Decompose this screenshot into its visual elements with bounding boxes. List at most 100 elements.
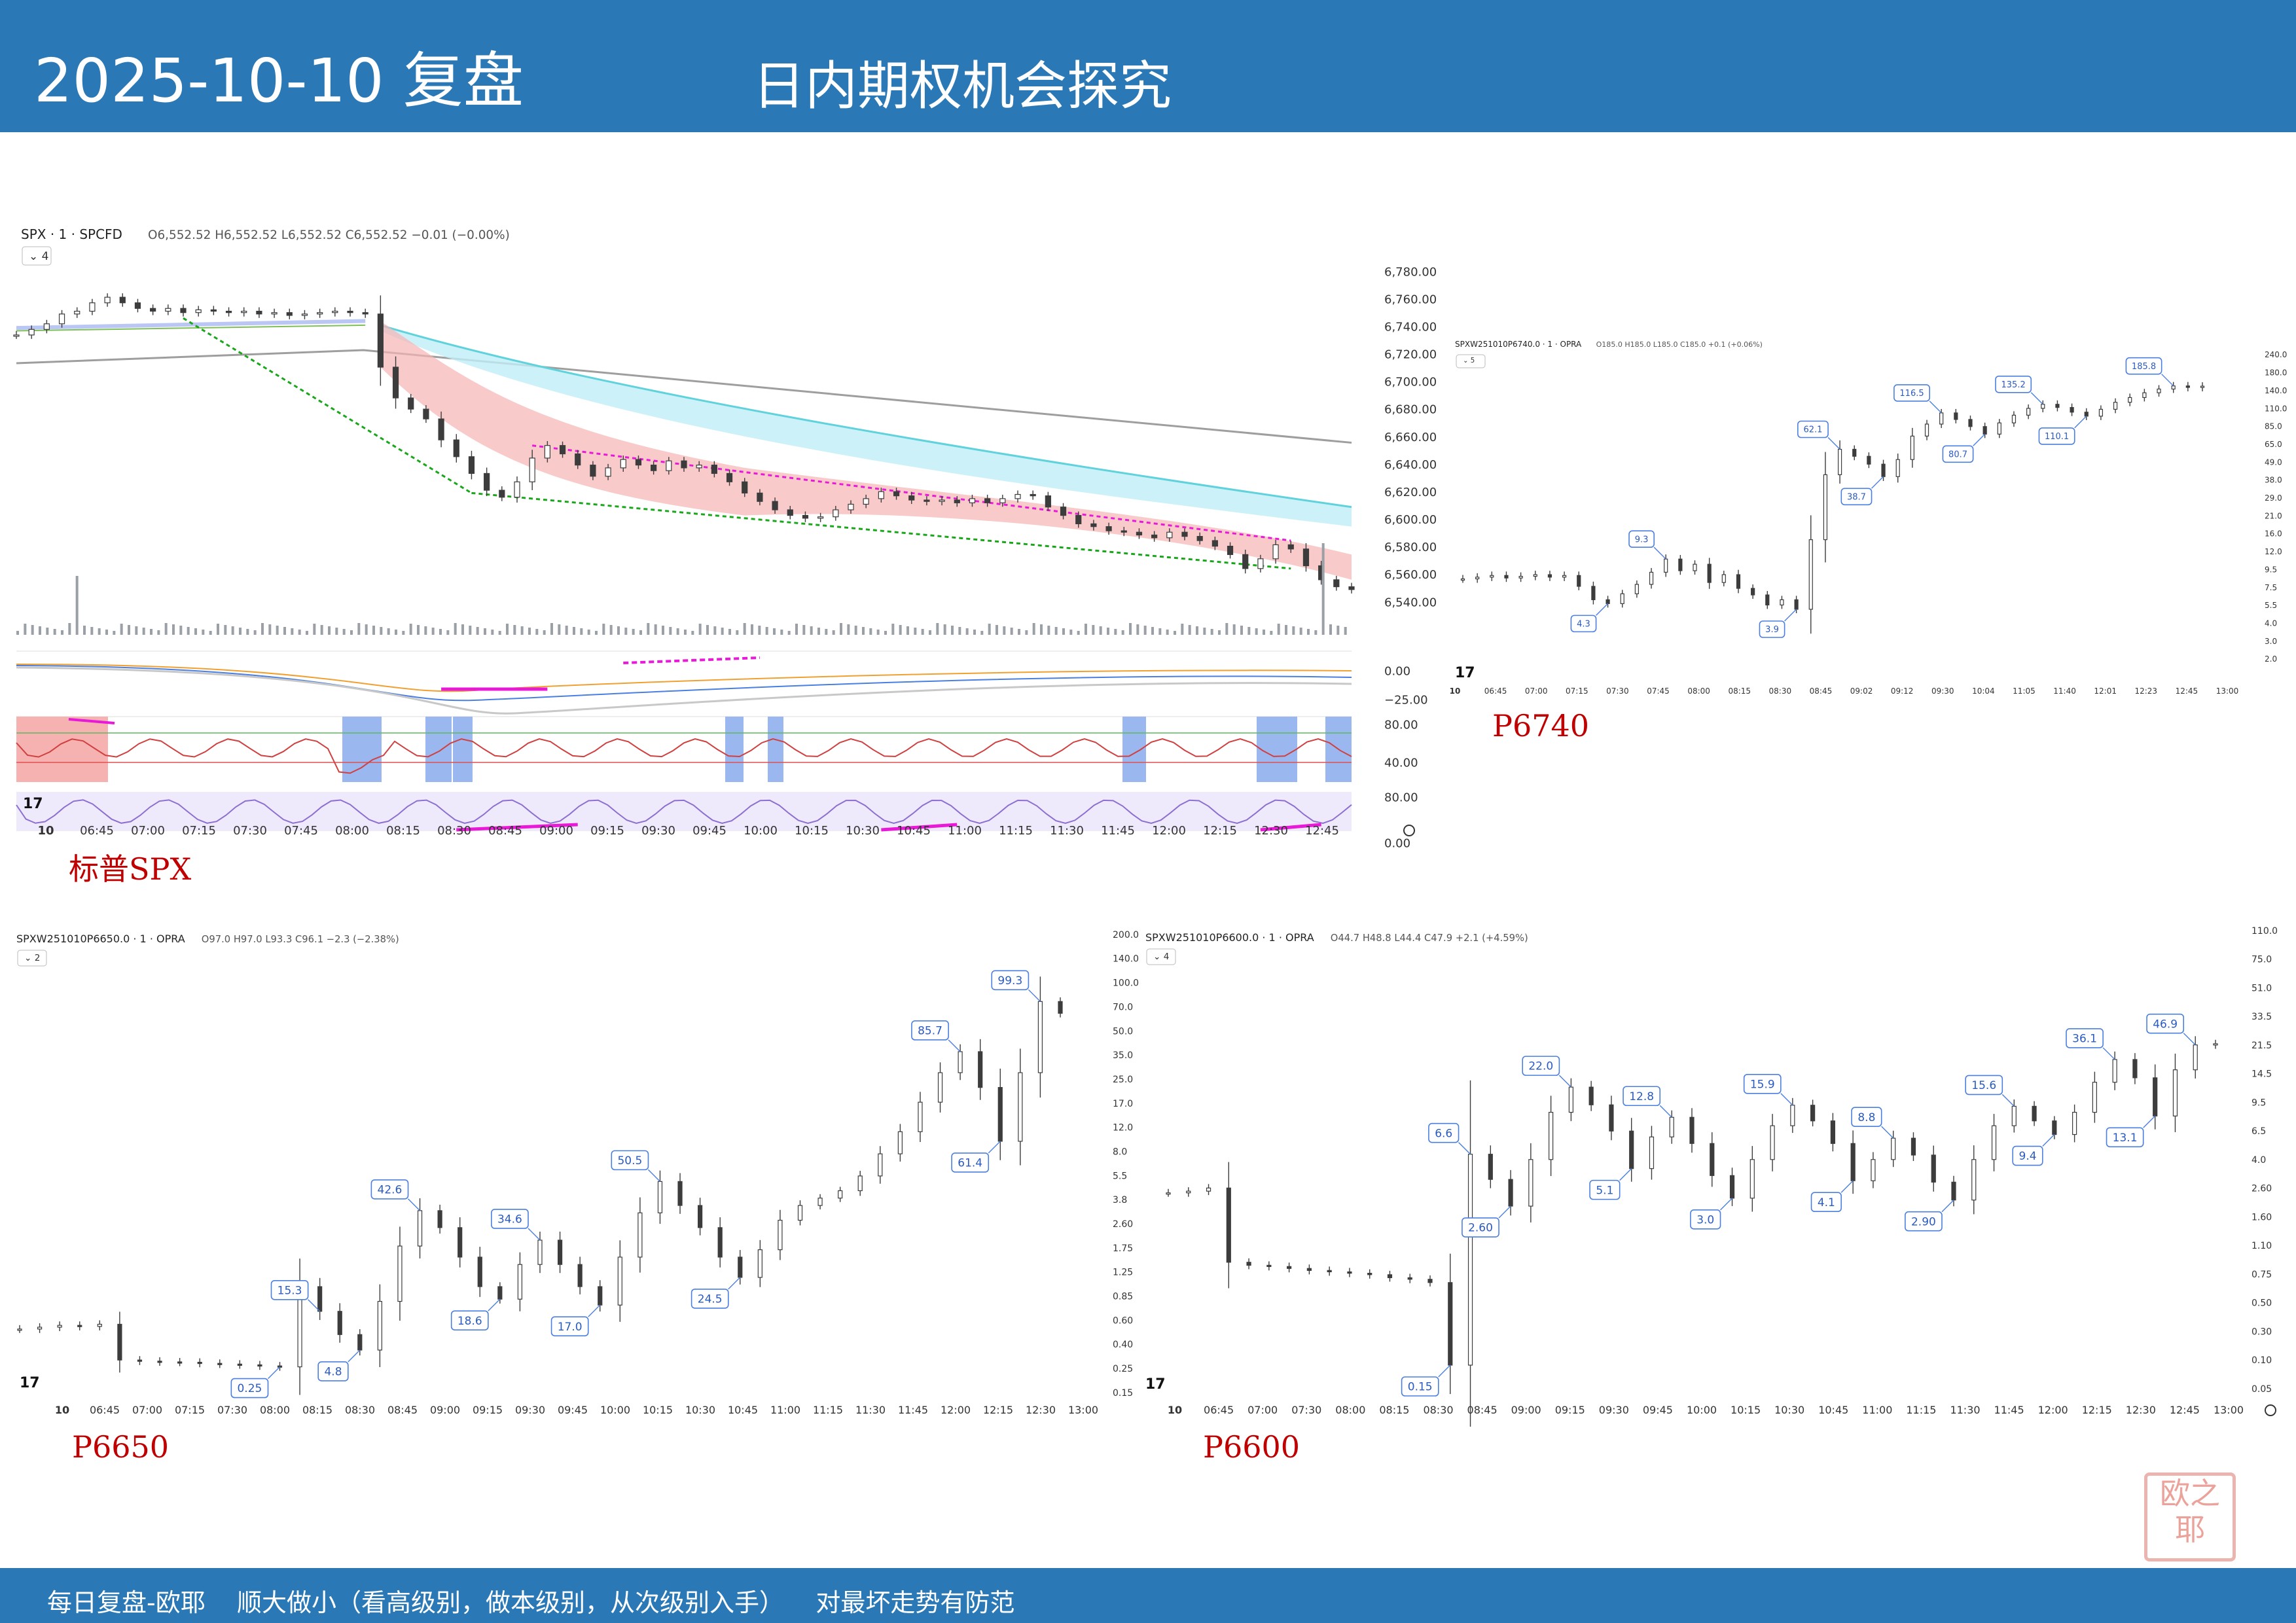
p6600-right-y-tick: 110.0 bbox=[2251, 926, 2278, 936]
p6740-price-label-pointer bbox=[2030, 392, 2043, 405]
p6650-candle bbox=[1018, 1072, 1023, 1142]
spx-candle bbox=[165, 308, 171, 312]
spx-rsi2-y-tick: 80.00 bbox=[1384, 791, 1418, 804]
spx-candle bbox=[544, 445, 550, 459]
spx-candle bbox=[1060, 507, 1067, 516]
p6600-chart[interactable]: SPXW251010P6600.0 · 1 · OPRA O44.7 H48.8 … bbox=[1106, 923, 2291, 1439]
p6650-chart[interactable]: SPXW251010P6650.0 · 1 · OPRA O97.0 H97.0 … bbox=[7, 923, 1100, 1427]
p6650-x-tick: 08:00 bbox=[260, 1404, 290, 1416]
p6600-candle bbox=[1830, 1120, 1835, 1144]
p6650-price-label-box bbox=[370, 1179, 409, 1200]
spx-volume-bar bbox=[491, 630, 494, 635]
p6740-y-tick: 4.0 bbox=[2265, 618, 2277, 628]
spx-volume-bar bbox=[654, 624, 657, 635]
spx-volume-bar bbox=[1314, 630, 1318, 635]
p6740-candle bbox=[1910, 435, 1914, 460]
spx-volume-bar bbox=[157, 630, 160, 635]
spx-x-tick: 08:15 bbox=[386, 824, 420, 838]
spx-chart[interactable]: SPX · 1 · SPCFD O6,552.52 H6,552.52 L6,55… bbox=[7, 219, 1446, 850]
spx-volume-bar bbox=[217, 624, 219, 635]
p6740-y-tick: 12.0 bbox=[2265, 547, 2282, 556]
spx-candle bbox=[1045, 495, 1051, 508]
p6600-price-label: 6.6 bbox=[1435, 1127, 1452, 1140]
spx-volume-bar bbox=[973, 630, 976, 635]
spx-osc-y-tick: −25.00 bbox=[1384, 693, 1428, 707]
p6600-candle bbox=[1387, 1274, 1393, 1278]
spx-volume-bar bbox=[46, 628, 49, 635]
p6650-price-label-pointer bbox=[948, 1039, 961, 1052]
p6650-price-label-box bbox=[951, 1152, 990, 1173]
spx-volume-bar bbox=[691, 631, 694, 635]
spx-volume-bar bbox=[921, 629, 924, 635]
p6740-candle bbox=[1968, 419, 1973, 427]
p6740-candle bbox=[1664, 558, 1668, 573]
spx-candle bbox=[1302, 548, 1310, 567]
p6740-candle bbox=[2157, 388, 2161, 393]
p6740-candle bbox=[2041, 404, 2045, 409]
spx-y-tick: 6,560.00 bbox=[1384, 568, 1437, 582]
spx-volume-bar bbox=[328, 626, 331, 635]
spx-candle bbox=[620, 459, 626, 469]
spx-volume-bar bbox=[1247, 627, 1251, 635]
p6650-indicator-count: ⌄ 2 bbox=[24, 953, 40, 963]
p6600-x-tick: 13:00 bbox=[2214, 1404, 2244, 1416]
spx-ema-cloud-red bbox=[380, 321, 1352, 580]
spx-x-tick: 08:45 bbox=[488, 824, 522, 838]
p6740-price-label: 3.9 bbox=[1765, 625, 1779, 635]
p6650-x-tick: 09:15 bbox=[473, 1404, 503, 1416]
p6740-y-tick: 140.0 bbox=[2265, 386, 2287, 395]
p6600-price-label-box bbox=[1401, 1376, 1439, 1397]
spx-volume-bar bbox=[387, 628, 390, 635]
spx-x-tick: 07:15 bbox=[182, 824, 216, 838]
p6650-candle bbox=[878, 1153, 883, 1177]
spx-candle bbox=[590, 465, 596, 477]
spx-candle bbox=[1121, 530, 1127, 533]
p6600-candle bbox=[1588, 1086, 1594, 1105]
spx-volume-bar bbox=[891, 624, 895, 635]
spx-volume-bar bbox=[313, 624, 316, 635]
spx-volume-bar bbox=[1077, 631, 1080, 635]
spx-candle bbox=[529, 457, 535, 482]
p6600-symbol: SPXW251010P6600.0 · 1 · OPRA bbox=[1145, 931, 1314, 944]
spx-rsi2-band bbox=[16, 792, 1352, 831]
spx-rsi-y-tick: 80.00 bbox=[1384, 718, 1418, 732]
p6600-price-label-pointer bbox=[1780, 1093, 1793, 1106]
p6600-right-y-tick: 1.60 bbox=[2251, 1212, 2272, 1222]
p6740-caption: P6740 bbox=[1492, 708, 1590, 743]
spx-volume-bar bbox=[1292, 626, 1295, 635]
p6600-price-label-box bbox=[1428, 1122, 1460, 1143]
spx-volume-bar bbox=[706, 625, 709, 635]
spx-candle bbox=[893, 491, 900, 497]
p6650-candle bbox=[1058, 1001, 1063, 1014]
p6740-symbol: SPXW251010P6740.0 · 1 · OPRA bbox=[1455, 340, 1582, 349]
spx-volume-bar bbox=[1181, 624, 1184, 635]
p6600-price-label: 8.8 bbox=[1857, 1111, 1875, 1124]
p6740-candle bbox=[2084, 412, 2089, 417]
spx-volume-bar bbox=[402, 631, 405, 635]
spx-rsi-overbought-zone bbox=[16, 717, 108, 782]
p6600-left-y-tick: 5.5 bbox=[1113, 1171, 1127, 1181]
spx-x-tick: 07:00 bbox=[131, 824, 165, 838]
spx-tradingview-logo-icon: 17 bbox=[23, 796, 43, 812]
spx-volume-bar bbox=[380, 627, 383, 635]
p6600-x-tick: 09:00 bbox=[1511, 1404, 1541, 1416]
p6740-candle bbox=[1721, 574, 1726, 583]
p6740-candle bbox=[1751, 588, 1755, 596]
p6740-candle bbox=[1518, 576, 1523, 579]
spx-candle bbox=[939, 499, 945, 502]
spx-volume-bar bbox=[899, 625, 902, 635]
p6650-price-label-box bbox=[317, 1361, 349, 1382]
p6600-x-tick: 10 bbox=[1168, 1404, 1182, 1416]
spx-candle bbox=[696, 465, 702, 469]
spx-volume-bar bbox=[1255, 628, 1258, 635]
p6600-right-y-tick: 4.0 bbox=[2251, 1155, 2266, 1166]
spx-x-tick: 07:45 bbox=[284, 824, 318, 838]
spx-x-tick: 10:00 bbox=[744, 824, 778, 838]
spx-volume-bar bbox=[980, 631, 984, 635]
p6740-candle bbox=[1678, 558, 1683, 571]
p6650-x-tick: 08:45 bbox=[387, 1404, 418, 1416]
p6740-chart[interactable]: SPXW251010P6740.0 · 1 · OPRA O185.0 H185.… bbox=[1450, 340, 2291, 700]
p6600-left-y-tick: 0.25 bbox=[1113, 1364, 1133, 1374]
spx-candle bbox=[74, 310, 81, 315]
spx-volume-bar bbox=[1114, 629, 1117, 635]
